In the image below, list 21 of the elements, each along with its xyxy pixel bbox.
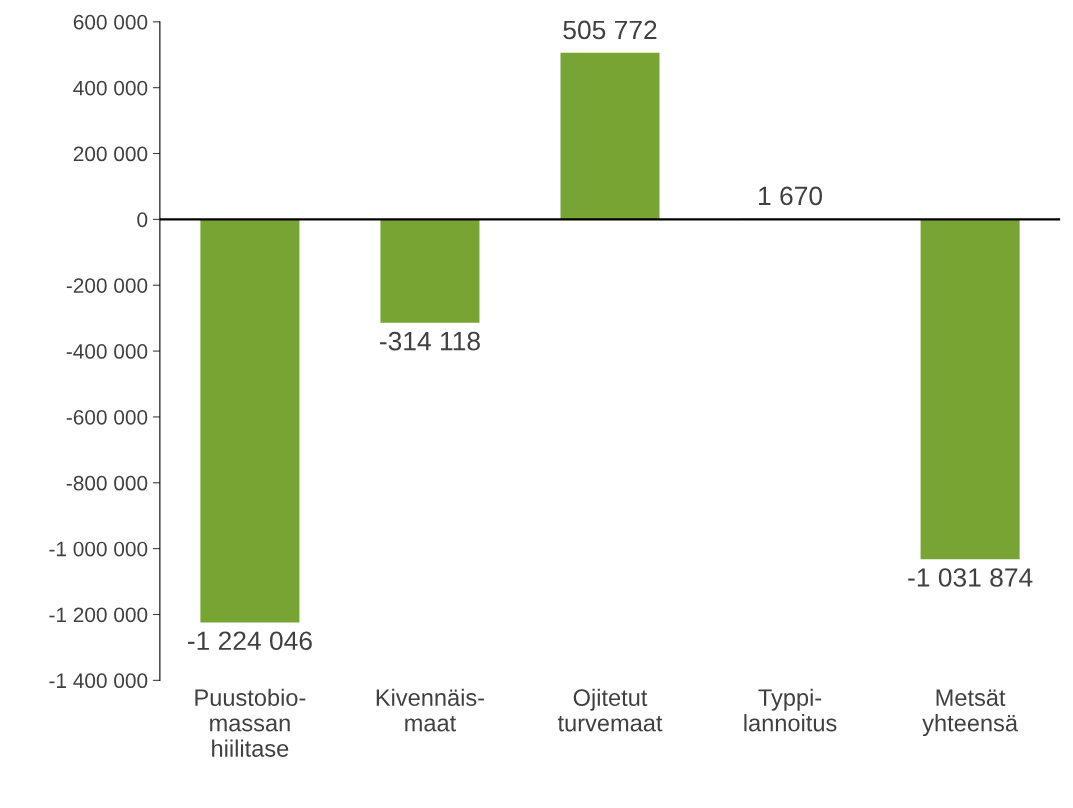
y-tick-label: -1 000 000 bbox=[49, 541, 148, 557]
y-tick-label: -600 000 bbox=[66, 409, 148, 425]
x-tick-label: Ojitetut turvemaat bbox=[557, 688, 663, 732]
y-tick-label: -400 000 bbox=[66, 344, 148, 359]
y-tick-label: 400 000 bbox=[73, 80, 148, 96]
x-tick-label: Kivennäis- maat bbox=[376, 688, 485, 732]
y-tick-label: -1 400 000 bbox=[49, 673, 148, 689]
y-tick-label: -800 000 bbox=[66, 475, 148, 491]
y-tick-label: -1 200 000 bbox=[49, 607, 148, 623]
y-tick-label: 200 000 bbox=[73, 146, 148, 162]
data-label: -314 118 bbox=[380, 331, 480, 351]
data-label: -1 031 874 bbox=[908, 568, 1033, 587]
x-tick-label: Puustobio- massan hiilitase bbox=[195, 688, 306, 757]
data-label: 505 772 bbox=[563, 20, 657, 40]
y-tick-label: 0 bbox=[137, 212, 148, 228]
y-tick-label: -200 000 bbox=[66, 278, 148, 293]
x-tick-label: Typpi- lannoitus bbox=[744, 688, 837, 732]
x-tick-label: Metsät yhteensä bbox=[922, 689, 1019, 737]
data-label: -1 224 046 bbox=[187, 631, 312, 651]
data-label: 1 670 bbox=[759, 186, 823, 206]
y-tick-label: 600 000 bbox=[73, 14, 148, 30]
